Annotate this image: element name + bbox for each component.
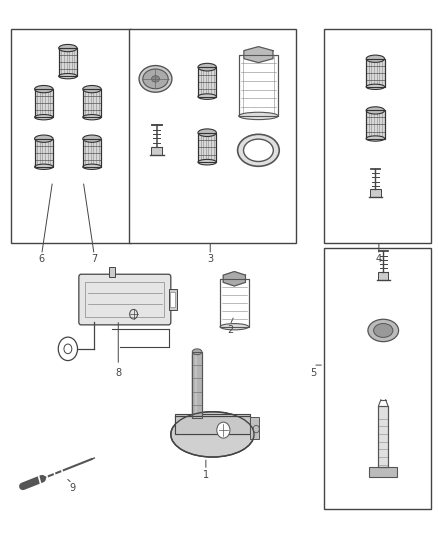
Bar [198,67,216,96]
Bar [250,417,259,439]
Bar [83,139,101,167]
Text: 5: 5 [310,368,316,378]
Bar [370,189,381,197]
Ellipse shape [152,76,159,82]
Bar [35,139,53,167]
Bar [192,352,202,418]
Bar [59,48,77,76]
Text: 3: 3 [207,254,213,263]
Bar [110,268,115,277]
Bar [85,282,164,317]
Ellipse shape [192,349,202,355]
Ellipse shape [59,74,77,79]
Text: 9: 9 [69,483,75,492]
Bar [59,48,77,76]
Bar [378,406,388,467]
Text: 8: 8 [115,368,121,378]
Polygon shape [223,271,245,286]
Bar [366,59,385,87]
Bar [151,147,162,155]
Bar [198,133,216,162]
Bar [324,29,431,243]
Text: 1: 1 [203,471,209,480]
Bar [129,29,296,243]
Bar [366,110,385,139]
Circle shape [58,337,78,360]
Bar [175,414,250,434]
Ellipse shape [35,164,53,169]
Bar [170,292,175,307]
Ellipse shape [171,411,254,457]
Bar [175,416,250,434]
Ellipse shape [83,85,101,93]
Ellipse shape [83,115,101,120]
Bar [35,139,53,167]
Text: 2: 2 [227,326,233,335]
Ellipse shape [198,159,216,165]
Ellipse shape [35,115,53,120]
Circle shape [217,422,230,438]
Bar [192,352,202,418]
Ellipse shape [374,324,393,337]
Ellipse shape [35,135,53,142]
Bar [366,59,385,87]
Bar [198,67,216,96]
Ellipse shape [83,135,101,142]
Bar [220,279,249,327]
Text: 6: 6 [39,254,45,263]
Ellipse shape [220,324,249,330]
Bar [198,133,216,162]
Text: 7: 7 [91,254,97,263]
Ellipse shape [83,164,101,169]
Ellipse shape [366,136,385,141]
Bar [83,139,101,167]
FancyBboxPatch shape [79,274,171,325]
Bar [11,29,131,243]
Polygon shape [244,47,273,62]
Ellipse shape [198,129,216,136]
Bar [239,55,278,116]
Bar [366,110,385,139]
Ellipse shape [366,84,385,90]
Ellipse shape [237,134,279,166]
Text: 4: 4 [376,254,382,263]
Ellipse shape [366,55,385,62]
Ellipse shape [143,69,168,88]
Ellipse shape [239,112,278,119]
Bar [378,406,388,467]
Ellipse shape [198,63,216,71]
Bar [324,248,431,509]
Bar [83,89,101,117]
Ellipse shape [366,107,385,114]
Bar [35,89,53,117]
Ellipse shape [59,44,77,52]
Ellipse shape [139,66,172,92]
Bar [83,89,101,117]
Ellipse shape [198,94,216,99]
Bar [239,55,278,116]
Bar [35,89,53,117]
Bar [369,467,397,477]
Ellipse shape [368,319,399,342]
Bar [220,279,249,327]
Bar [378,272,389,280]
Ellipse shape [244,139,273,161]
Bar [169,289,177,310]
Ellipse shape [35,85,53,93]
